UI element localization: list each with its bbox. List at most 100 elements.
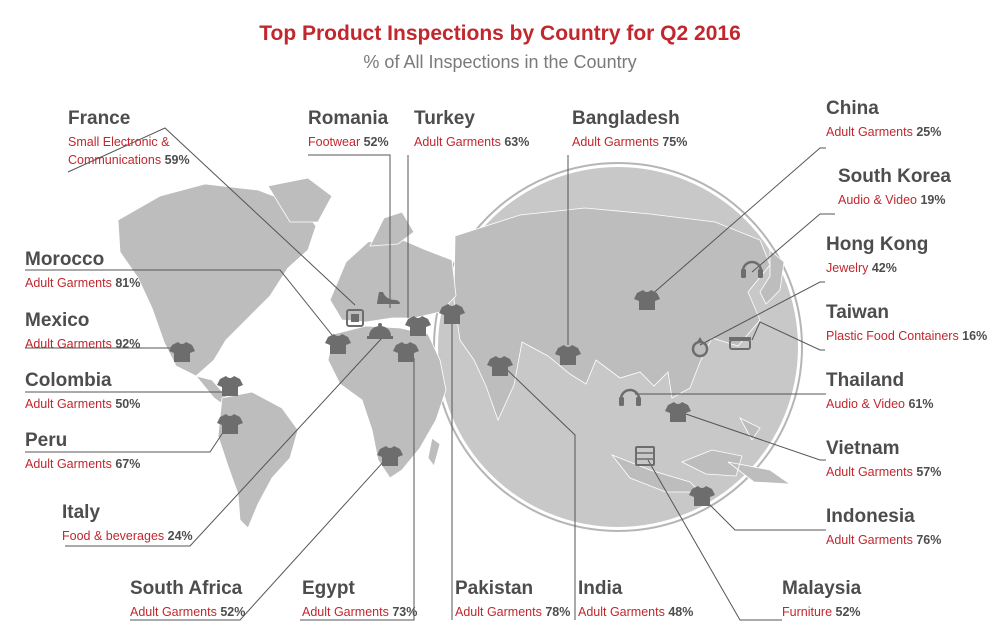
percent-value: 78% [542,605,571,619]
leader-lines [25,127,835,621]
asia-landmass [453,207,771,422]
leader-indonesia [701,496,826,531]
leader-hong-kong [699,281,825,346]
tshirt-icon [439,304,465,324]
label-taiwan: Taiwan Plastic Food Containers 16% [826,302,987,343]
country-name: Egypt [302,578,355,599]
leader-vietnam [679,411,826,461]
category-label: Adult Garments 78% [455,605,570,619]
category-label: Food & beverages 24% [62,529,193,543]
category-label: Adult Garments 57% [826,465,941,479]
label-south-korea: South Korea Audio & Video 19% [838,166,951,207]
food-cloche-icon [367,323,393,339]
food-container-icon [729,337,751,350]
tshirt-icon [217,414,243,434]
category-label: Adult Garments 76% [826,533,941,547]
category-label: Adult Garments 50% [25,397,140,411]
category-label: Plastic Food Containers 16% [826,329,987,343]
country-name: South Korea [838,166,951,187]
percent-value: 52% [832,605,861,619]
country-name: Thailand [826,370,904,391]
country-name: Malaysia [782,578,862,599]
percent-value: 19% [917,193,946,207]
category-label: Communications 59% [68,153,190,167]
percent-value: 59% [161,153,190,167]
tshirt-icon [169,342,195,362]
south-america [217,391,299,529]
leader-france [67,127,356,306]
tshirt-icon [217,376,243,396]
leader-china [649,147,826,297]
country-name: South Africa [130,578,243,599]
country-name: India [578,578,623,599]
percent-value: 42% [868,261,897,275]
category-label: Audio & Video 19% [838,193,946,207]
label-vietnam: Vietnam Adult Garments 57% [826,438,941,479]
label-peru: Peru Adult Garments 67% [25,430,140,471]
category-label: Adult Garments 52% [130,605,245,619]
country-name: Colombia [25,370,112,391]
electronics-icon [346,309,364,327]
country-name: Mexico [25,310,89,331]
category-label: Adult Garments 81% [25,276,140,290]
label-mexico: Mexico Adult Garments 92% [25,310,140,351]
label-italy: Italy Food & beverages 24% [62,502,193,543]
percent-value: 48% [665,605,694,619]
category-label: Adult Garments 73% [302,605,417,619]
leader-south-korea [751,213,835,273]
percent-value: 25% [913,125,942,139]
label-layer: France Small Electronic & Communications 5… [25,98,987,619]
label-south-africa: South Africa Adult Garments 52% [130,578,245,619]
category-label: Adult Garments 63% [414,135,529,149]
tshirt-icon [689,486,715,506]
leader-romania [308,154,391,308]
category-label: Audio & Video 61% [826,397,934,411]
label-hong-kong: Hong Kong Jewelry 42% [826,234,928,275]
tshirt-icon [405,316,431,336]
percent-value: 67% [112,457,141,471]
country-name: Italy [62,502,100,523]
percent-value: 57% [913,465,942,479]
world-map [117,162,803,532]
percent-value: 52% [360,135,389,149]
category-label: Adult Garments 75% [572,135,687,149]
country-name: Taiwan [826,302,889,323]
tshirt-icon [377,446,403,466]
leader-malaysia [647,459,782,621]
label-egypt: Egypt Adult Garments 73% [302,578,417,619]
tshirt-icon [325,334,351,354]
label-indonesia: Indonesia Adult Garments 76% [826,506,941,547]
headphones-icon [741,260,763,278]
label-pakistan: Pakistan Adult Garments 78% [455,578,570,619]
chart-title: Top Product Inspections by Country for Q… [259,22,741,45]
headphones-icon [619,388,641,406]
ring-icon [691,337,709,358]
country-name: Hong Kong [826,234,928,255]
label-colombia: Colombia Adult Garments 50% [25,370,140,411]
country-name: Pakistan [455,578,533,599]
country-name: Vietnam [826,438,900,459]
icon-layer [169,260,763,506]
percent-value: 75% [659,135,688,149]
category-label: Adult Garments 92% [25,337,140,351]
country-name: Morocco [25,249,104,270]
leader-morocco [25,269,337,341]
percent-value: 24% [164,529,193,543]
percent-value: 16% [959,329,988,343]
category-label: Jewelry 42% [826,261,897,275]
country-name: Indonesia [826,506,915,527]
category-label: Adult Garments 67% [25,457,140,471]
label-thailand: Thailand Audio & Video 61% [826,370,934,411]
tshirt-icon [393,342,419,362]
label-morocco: Morocco Adult Garments 81% [25,249,140,290]
label-malaysia: Malaysia Furniture 52% [782,578,862,619]
country-name: Romania [308,108,389,129]
category-label: Adult Garments 25% [826,125,941,139]
country-name: China [826,98,879,119]
north-america [117,183,317,377]
category-label: Small Electronic & [68,135,170,149]
leader-india [499,362,576,620]
percent-value: 92% [112,337,141,351]
